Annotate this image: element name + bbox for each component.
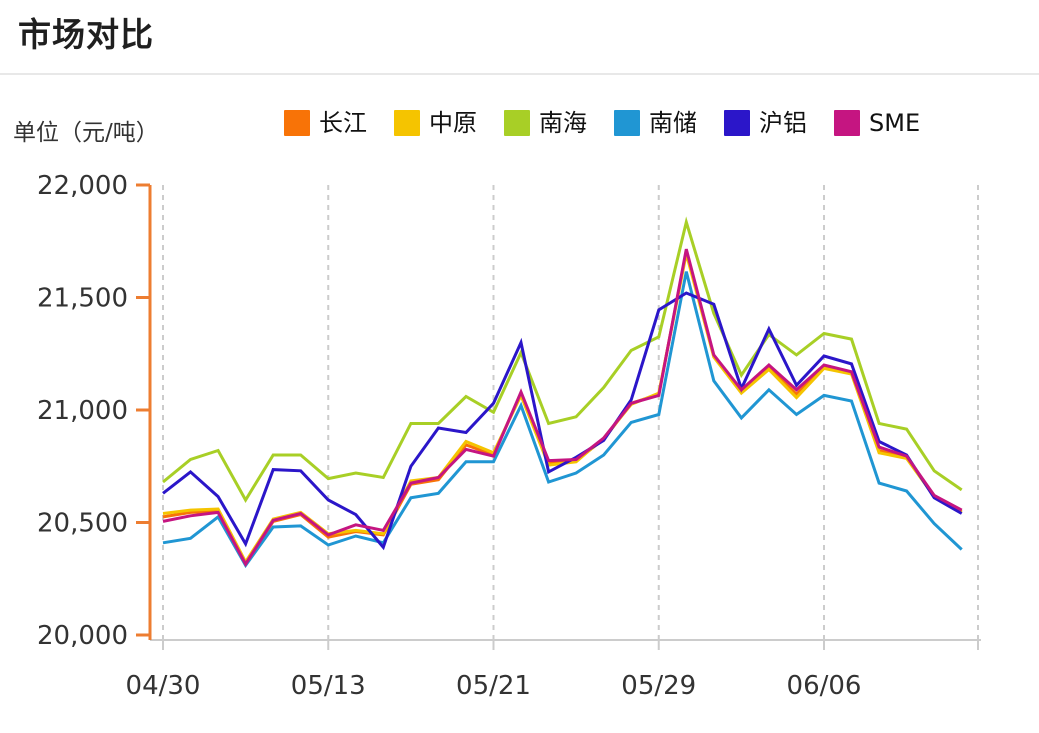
series-line-nanhai: [162, 216, 963, 503]
x-axis-label: 04/30: [126, 671, 201, 701]
x-axis-label: 05/21: [456, 671, 531, 701]
legend-label-changjiang: 长江: [319, 109, 367, 137]
y-axis-label: 21,000: [37, 396, 128, 426]
legend-swatch-hulv: [724, 110, 750, 136]
x-axis-label: 05/29: [621, 671, 696, 701]
legend-label-sme: SME: [869, 109, 921, 137]
legend-item-changjiang[interactable]: 长江: [284, 110, 367, 136]
legend-label-nanhai: 南海: [539, 109, 587, 137]
unit-label: 单位（元/吨）: [13, 120, 159, 146]
legend-item-nanhai[interactable]: 南海: [504, 110, 587, 136]
x-axis-label: 05/13: [291, 671, 366, 701]
legend-item-zhongyuan[interactable]: 中原: [394, 110, 477, 136]
legend-swatch-zhongyuan: [394, 110, 420, 136]
y-axis-label: 20,000: [37, 621, 128, 651]
series-line-hulv: [162, 291, 963, 551]
legend-swatch-changjiang: [284, 110, 310, 136]
series-line-sme: [162, 248, 963, 568]
x-axis-label: 06/06: [787, 671, 862, 701]
legend-item-nanchu[interactable]: 南储: [614, 110, 697, 136]
legend-swatch-nanchu: [614, 110, 640, 136]
y-axis-label: 22,000: [37, 171, 128, 201]
legend-item-hulv[interactable]: 沪铝: [724, 110, 807, 136]
series-line-zhongyuan: [162, 253, 963, 565]
y-axis-label: 20,500: [37, 509, 128, 539]
legend-swatch-nanhai: [504, 110, 530, 136]
series-line-nanchu: [162, 271, 963, 569]
legend-label-hulv: 沪铝: [759, 109, 807, 137]
legend-item-sme[interactable]: SME: [834, 110, 920, 136]
legend-label-zhongyuan: 中原: [429, 109, 477, 137]
legend-swatch-sme: [834, 110, 860, 136]
legend-label-nanchu: 南储: [649, 109, 697, 137]
page-title: 市场对比: [18, 15, 154, 54]
y-axis-label: 21,500: [37, 284, 128, 314]
header-divider: [0, 73, 1039, 75]
chart-legend: 长江 中原 南海 南储 沪铝 SME: [284, 110, 920, 136]
